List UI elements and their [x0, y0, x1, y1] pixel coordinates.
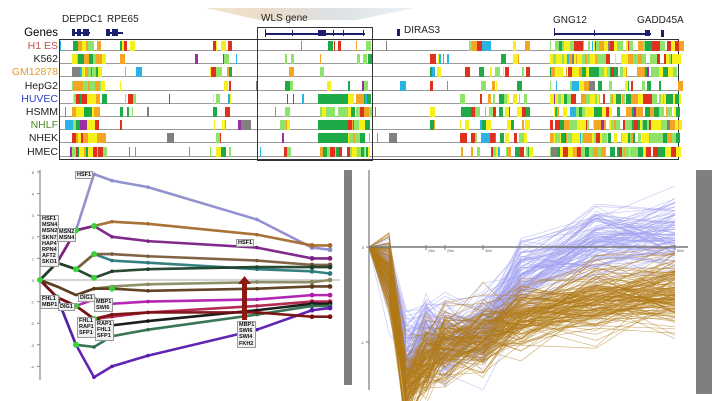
svg-text:-1: -1: [30, 300, 34, 305]
chromatin-state-tracks: [59, 39, 684, 160]
svg-text:15m: 15m: [428, 249, 435, 253]
genome-browser-panel: DEPDC1 RPE65 WLS gene DIRAS3 GNG12 GADD4…: [0, 0, 712, 165]
tf-label-box: DIG1: [58, 303, 75, 312]
svg-text:60m: 60m: [677, 249, 684, 253]
tf-label-box: MSN2 MSN4: [57, 228, 77, 243]
tf-label-box: FHL1 RAP1 SFP1: [77, 317, 96, 338]
svg-text:20m: 20m: [447, 249, 454, 253]
svg-text:0: 0: [32, 278, 35, 283]
tf-label-box: MBP1 SWI6 SWI4 FKH2: [237, 321, 257, 348]
svg-text:-3: -3: [30, 343, 34, 348]
track-row: [60, 66, 678, 78]
track-row: [60, 132, 680, 144]
svg-text:5: 5: [32, 170, 35, 175]
tf-label-box: FHL1 MBP1: [40, 295, 60, 310]
track-row: [60, 40, 684, 51]
gene-label-wls: WLS gene: [261, 13, 308, 24]
track-row: [60, 80, 683, 91]
track-label-hmec: HMEC: [27, 145, 58, 158]
track-label-hsmm: HSMM: [25, 106, 58, 118]
wls-gene-highlight-box: [257, 27, 373, 161]
svg-text:-1: -1: [360, 340, 364, 345]
svg-text:2: 2: [32, 235, 35, 240]
expression-spaghetti-chart: 10-1-2-315m20m30m60m: [355, 150, 712, 401]
track-label-h1-es: H1 ES: [27, 40, 58, 52]
gene-label-gng12: GNG12: [553, 15, 587, 26]
tf-label-box: MBP1 SWI6: [94, 298, 114, 313]
svg-text:-4: -4: [30, 364, 34, 369]
gene-label-gadd45a: GADD45A: [637, 15, 684, 26]
svg-text:-2: -2: [30, 321, 34, 326]
track-row: [60, 146, 681, 157]
track-row: [60, 106, 680, 117]
svg-text:4: 4: [32, 192, 35, 197]
genes-row-label: Genes: [24, 27, 58, 39]
track-label-k562: K562: [33, 53, 58, 66]
track-row: [60, 53, 681, 65]
track-label-hepg2: HepG2: [24, 79, 58, 92]
left-panel-scrollbar[interactable]: [344, 170, 352, 385]
tf-label-box: HSF1: [236, 239, 255, 248]
expression-spaghetti-plot: 10-1-2-315m20m30m60m: [360, 150, 688, 401]
tf-label-box: HSF1: [75, 171, 94, 180]
svg-text:3: 3: [32, 213, 35, 218]
zoom-fan-highlight: [205, 8, 415, 20]
tf-label-box: HSF1 MSN4 MSN2 SKN7 HAP4 RPN4 AFT2 SKO1: [40, 215, 60, 267]
gene-label-diras3: DIRAS3: [404, 25, 441, 36]
tf-label-box: DIG1: [78, 294, 95, 303]
svg-text:30m: 30m: [485, 249, 492, 253]
svg-text:0: 0: [362, 245, 365, 250]
gene-label-rpe65: RPE65: [107, 14, 139, 25]
gene-label-depdc1: DEPDC1: [62, 14, 103, 25]
track-label-nhlf: NHLF: [30, 119, 58, 132]
track-row: [60, 119, 682, 131]
right-panel-scrollbar[interactable]: [696, 170, 712, 394]
svg-text:1: 1: [32, 256, 35, 261]
track-label-huvec: HUVEC: [21, 92, 58, 105]
track-label-gm12878: GM12878: [11, 66, 58, 79]
track-row: [60, 93, 681, 104]
tf-label-box: RAP1 FHL1 SFP1: [95, 320, 114, 341]
tf-trajectory-chart: 5 4 3 2 1 0 -1 -2 -3 -4: [0, 167, 352, 401]
track-label-nhek: NHEK: [28, 132, 58, 145]
tf-trajectory-plot: 5 4 3 2 1 0 -1 -2 -3 -4: [30, 170, 340, 380]
